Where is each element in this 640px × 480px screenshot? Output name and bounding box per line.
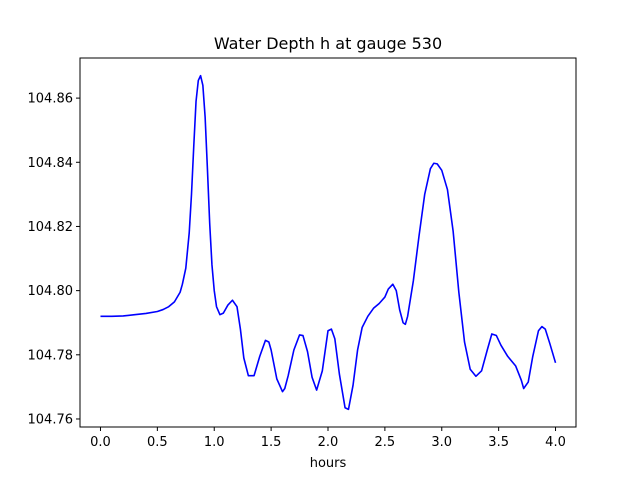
x-tick-label: 4.0 <box>545 435 566 450</box>
y-axis: 104.76 104.78 104.80 104.82 104.84 104.86 <box>28 92 80 427</box>
x-tick-label: 3.0 <box>431 435 452 450</box>
y-tick-label: 104.78 <box>28 348 74 363</box>
x-tick-label: 0.0 <box>90 435 111 450</box>
x-axis-label: hours <box>310 456 347 471</box>
x-axis: 0.0 0.5 1.0 1.5 2.0 2.5 3.0 3.5 4.0 <box>90 427 566 450</box>
x-tick-label: 3.5 <box>488 435 509 450</box>
x-tick-label: 0.5 <box>147 435 168 450</box>
x-tick-label: 2.0 <box>318 435 339 450</box>
y-tick-label: 104.76 <box>28 412 74 427</box>
chart-title: Water Depth h at gauge 530 <box>214 34 442 53</box>
series-line-0 <box>100 74 557 411</box>
axes-frame <box>79 57 577 428</box>
x-tick-label: 2.5 <box>375 435 396 450</box>
x-tick-label: 1.0 <box>204 435 225 450</box>
plot-area <box>100 74 557 411</box>
y-tick-label: 104.82 <box>28 220 74 235</box>
y-tick-label: 104.80 <box>28 284 74 299</box>
x-tick-label: 1.5 <box>261 435 282 450</box>
y-tick-label: 104.86 <box>28 92 74 107</box>
y-tick-label: 104.84 <box>28 156 74 171</box>
